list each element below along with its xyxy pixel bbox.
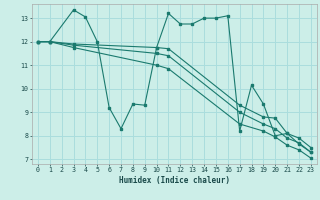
X-axis label: Humidex (Indice chaleur): Humidex (Indice chaleur) xyxy=(119,176,230,185)
